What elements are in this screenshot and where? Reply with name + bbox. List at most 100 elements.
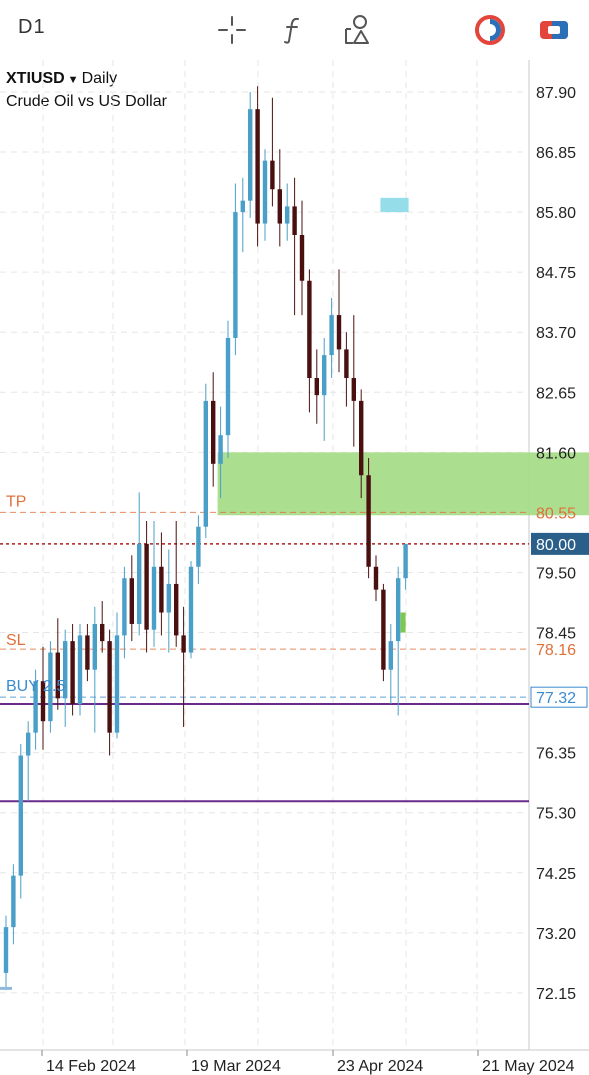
candle-body bbox=[70, 641, 75, 705]
candle bbox=[11, 864, 16, 945]
candle bbox=[85, 623, 90, 682]
buy-label: BUY 2.5 bbox=[6, 678, 65, 695]
current-price-label: 80.00 bbox=[536, 537, 576, 554]
candle bbox=[233, 183, 238, 356]
objects-icon[interactable] bbox=[338, 10, 378, 50]
candle-body bbox=[63, 641, 68, 699]
candle bbox=[188, 561, 194, 659]
candle bbox=[285, 183, 290, 241]
candle bbox=[203, 383, 208, 539]
candle-body bbox=[196, 526, 201, 567]
demand-zone bbox=[217, 452, 589, 516]
candle-body bbox=[225, 337, 231, 436]
candle bbox=[270, 97, 275, 207]
candle bbox=[366, 458, 371, 579]
candle-body bbox=[129, 578, 134, 624]
buy-price-label: 77.32 bbox=[536, 690, 576, 707]
theme-icon[interactable] bbox=[470, 10, 510, 50]
time-axis: 14 Feb 2024 19 Mar 2024 23 Apr 2024 21 May … bbox=[41, 1050, 575, 1075]
candle bbox=[55, 618, 60, 710]
candle-body bbox=[396, 578, 401, 642]
price-tick-label: 86.85 bbox=[536, 145, 576, 162]
candle-body bbox=[48, 652, 53, 722]
candle-body bbox=[322, 355, 327, 396]
candle bbox=[114, 612, 120, 739]
trade-icon[interactable] bbox=[534, 10, 574, 50]
candle bbox=[255, 86, 260, 247]
candle bbox=[373, 555, 379, 602]
crosshair-icon[interactable] bbox=[212, 10, 252, 50]
symbol-period: Daily bbox=[81, 70, 118, 87]
toolbar: D1 bbox=[0, 0, 589, 60]
candle-body bbox=[3, 927, 9, 973]
candle-body bbox=[307, 280, 312, 378]
candle bbox=[396, 566, 401, 716]
sl-price-label: 78.16 bbox=[536, 642, 576, 659]
candle-body bbox=[151, 566, 157, 630]
candle bbox=[137, 492, 142, 636]
candle-body bbox=[77, 635, 83, 705]
price-tick-label: 85.80 bbox=[536, 205, 576, 222]
candle-body bbox=[137, 543, 142, 624]
candle-body bbox=[114, 635, 120, 733]
candle-body bbox=[40, 681, 46, 722]
candle-body bbox=[299, 235, 305, 281]
candle bbox=[314, 349, 319, 424]
candle bbox=[3, 915, 9, 991]
symbol-description: Crude Oil vs US Dollar bbox=[6, 93, 167, 110]
candle bbox=[299, 200, 305, 316]
candle bbox=[26, 721, 31, 802]
candle-body bbox=[373, 566, 379, 590]
candle-body bbox=[218, 435, 223, 464]
candle bbox=[18, 744, 23, 899]
candle bbox=[40, 646, 46, 750]
price-tick-label: 79.50 bbox=[536, 565, 576, 582]
candle bbox=[403, 543, 408, 590]
candle-body bbox=[18, 755, 23, 876]
price-tick-label: 75.30 bbox=[536, 806, 576, 823]
candle-body bbox=[359, 400, 364, 476]
candle-body bbox=[211, 400, 216, 464]
price-tick-label: 83.70 bbox=[536, 325, 576, 342]
candle bbox=[388, 623, 393, 705]
candle bbox=[359, 389, 364, 499]
candle-body bbox=[26, 732, 31, 756]
symbol-ticker[interactable]: XTIUSD bbox=[6, 70, 65, 87]
candle-body bbox=[122, 578, 127, 636]
candle-body bbox=[85, 635, 90, 670]
candle bbox=[122, 566, 127, 659]
indicators-icon[interactable] bbox=[274, 10, 314, 50]
candle-body bbox=[270, 160, 275, 190]
candles bbox=[0, 86, 408, 991]
candle bbox=[381, 583, 386, 682]
candle bbox=[307, 269, 312, 413]
price-tick-label: 87.90 bbox=[536, 85, 576, 102]
candle-body bbox=[181, 635, 186, 653]
candle-body bbox=[366, 475, 371, 567]
candle bbox=[107, 629, 112, 756]
pending-bar bbox=[400, 612, 406, 633]
dropdown-arrow-icon[interactable]: ▼ bbox=[67, 74, 79, 86]
candle-body bbox=[233, 212, 238, 338]
price-chart[interactable]: 87.90 86.85 85.80 84.75 83.70 82.65 81.60 79.50… bbox=[0, 60, 589, 1075]
candle-body bbox=[166, 583, 171, 613]
candle bbox=[248, 92, 253, 218]
price-tick-label: 76.35 bbox=[536, 746, 576, 763]
price-tick-label: 73.20 bbox=[536, 926, 576, 943]
candle-body bbox=[388, 641, 393, 670]
symbol-info: XTIUSD ▼ Daily Crude Oil vs US Dollar bbox=[6, 68, 167, 112]
candle bbox=[196, 515, 201, 584]
candle-body bbox=[203, 400, 208, 527]
time-tick-label: 14 Feb 2024 bbox=[46, 1058, 136, 1075]
candle-body bbox=[262, 160, 268, 224]
candle bbox=[351, 315, 356, 447]
candle bbox=[277, 149, 282, 247]
candle bbox=[77, 623, 83, 716]
price-tick-label: 81.60 bbox=[536, 445, 576, 462]
candle bbox=[322, 337, 327, 441]
timeframe-button[interactable]: D1 bbox=[18, 16, 46, 38]
candle-body bbox=[381, 589, 386, 670]
candle-body bbox=[11, 875, 16, 928]
price-tick-label: 84.75 bbox=[536, 265, 576, 282]
level-labels: TP SL BUY 2.5 80.55 78.16 77.32 80.00 bbox=[6, 493, 589, 708]
